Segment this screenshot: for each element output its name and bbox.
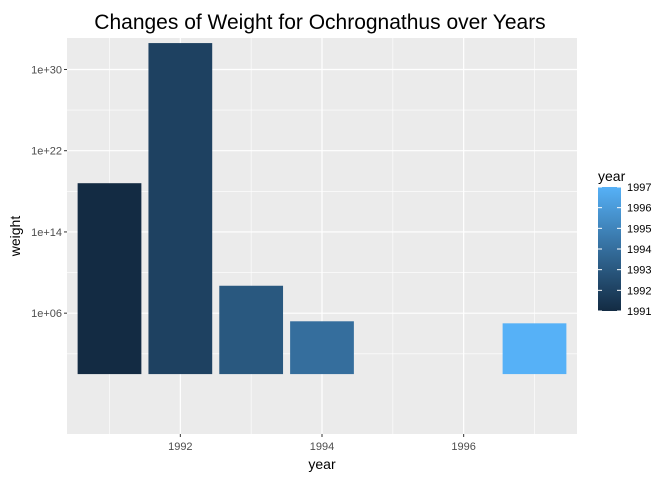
bar-1993 (219, 285, 284, 375)
bars (77, 43, 567, 375)
legend-tick-label: 1997 (627, 182, 651, 194)
legend-colorbar (598, 187, 621, 311)
bar-1994 (290, 321, 354, 375)
legend-tick-label: 1991 (627, 306, 651, 318)
bar-1997 (502, 323, 567, 375)
y-axis-label: weight (7, 216, 23, 258)
legend-tick-label: 1996 (627, 203, 651, 215)
legend-tick-label: 1993 (627, 265, 651, 277)
x-axis-label: year (308, 456, 336, 472)
x-tick-label: 1996 (451, 441, 475, 453)
x-tick-label: 1992 (168, 441, 192, 453)
bar-1991 (77, 183, 142, 375)
legend: year 1997 1996 1995 1994 1993 1992 1991 (598, 168, 651, 318)
y-tick-label: 1e+14 (31, 227, 62, 239)
legend-tick-label: 1992 (627, 285, 651, 297)
y-tick-label: 1e+06 (31, 308, 62, 320)
y-tick-label: 1e+30 (31, 64, 62, 76)
y-axis-ticks: 1e+06 1e+14 1e+22 1e+30 (31, 64, 67, 320)
legend-ticks: 1997 1996 1995 1994 1993 1992 1991 (598, 182, 651, 318)
bar-1992 (148, 43, 213, 375)
x-tick-label: 1994 (310, 441, 334, 453)
legend-title: year (598, 168, 626, 184)
legend-tick-label: 1995 (627, 223, 651, 235)
x-axis-ticks: 1992 1994 1996 (168, 434, 476, 453)
chart-title: Changes of Weight for Ochrognathus over … (94, 11, 545, 34)
y-tick-label: 1e+22 (31, 146, 62, 158)
legend-tick-label: 1994 (627, 244, 651, 256)
